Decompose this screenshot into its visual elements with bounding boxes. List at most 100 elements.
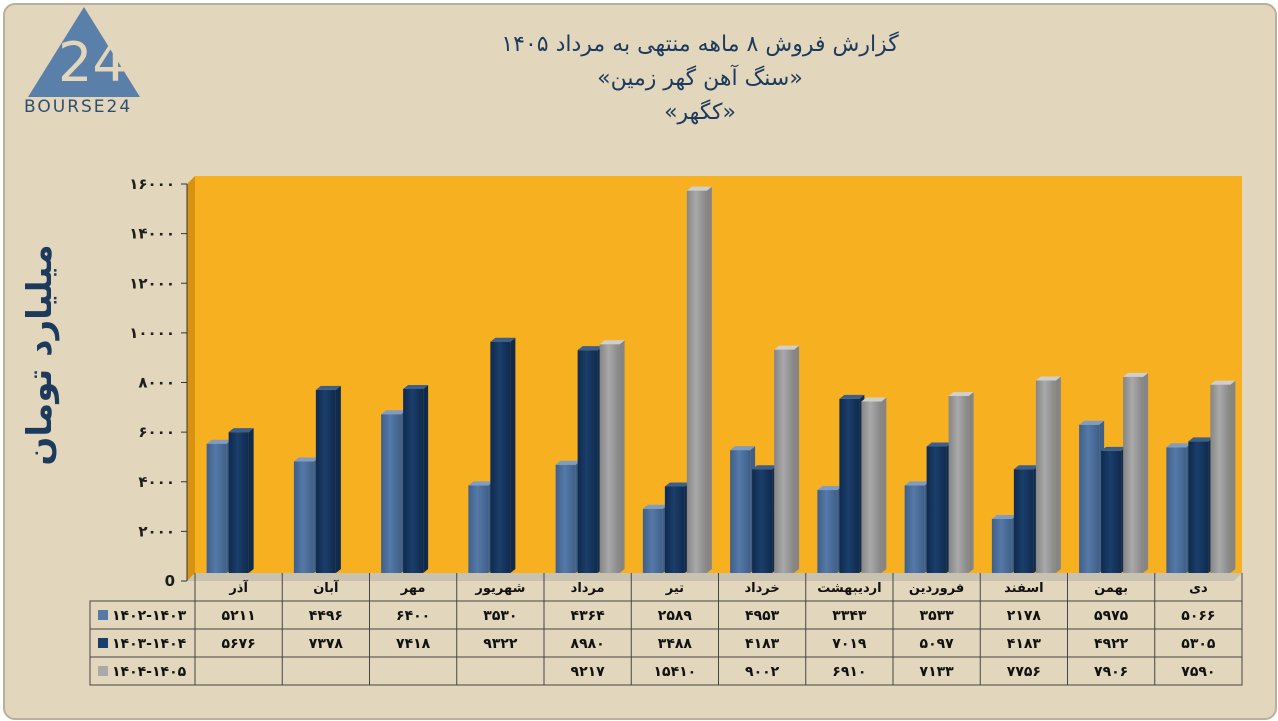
bar-side-3 (1143, 372, 1149, 573)
bar-2 (1101, 450, 1122, 573)
bar-2 (228, 432, 249, 573)
bar-2 (490, 341, 511, 573)
chart-subtitle-symbol: «کگهر» (664, 100, 736, 125)
data-label: ۱۵۴۱۰ (654, 664, 697, 680)
data-label: ۷۵۹۰ (1181, 664, 1215, 680)
y-tick-label: ۱۴۰۰۰ (129, 225, 175, 243)
bar-side-3 (706, 186, 712, 573)
bar-2 (1013, 469, 1034, 573)
data-label: ۴۱۸۳ (745, 636, 780, 652)
data-label: ۴۹۲۲ (1094, 636, 1129, 652)
bar-1 (991, 518, 1012, 573)
bar-1 (817, 490, 838, 573)
bar-3 (1035, 380, 1056, 573)
data-label: ۵۹۷۵ (1094, 608, 1129, 624)
data-label: ۸۹۸۰ (571, 636, 605, 652)
bar-side-3 (881, 397, 887, 573)
bar-1 (381, 414, 402, 573)
bar-top-2 (490, 337, 516, 342)
category-label: بهمن (1094, 581, 1128, 596)
bar-top-2 (1013, 465, 1039, 470)
category-label: مرداد (571, 581, 605, 596)
bar-top-3 (599, 340, 625, 345)
bar-3 (774, 349, 795, 573)
bar-side-3 (794, 345, 800, 573)
legend-key-2 (98, 638, 108, 648)
data-label: ۹۰۰۲ (745, 664, 780, 680)
bar-side-2 (423, 384, 429, 573)
legend-key-1 (98, 610, 108, 620)
bar-1 (730, 450, 751, 573)
data-label: ۵۰۹۷ (920, 636, 955, 652)
bar-top-1 (468, 481, 494, 486)
bar-side-3 (968, 392, 974, 573)
bar-3 (1123, 376, 1144, 573)
data-label: ۹۲۱۷ (571, 664, 606, 680)
plot-back-wall (195, 176, 1242, 573)
bar-top-2 (1188, 437, 1214, 442)
bar-1 (904, 485, 925, 573)
data-label: ۲۵۸۹ (658, 608, 693, 624)
bar-top-1 (206, 439, 232, 444)
bar-top-1 (904, 481, 930, 486)
bar-side-3 (1055, 376, 1061, 573)
data-label: ۳۵۳۳ (920, 608, 955, 624)
data-label: ۵۶۷۶ (222, 636, 256, 652)
bar-2 (403, 388, 424, 573)
category-label: مهر (400, 581, 426, 596)
bar-top-2 (926, 442, 952, 447)
logo-mark: 24 (58, 31, 127, 94)
data-label: ۲۱۷۸ (1007, 608, 1042, 624)
data-label: ۳۵۳۰ (483, 608, 517, 624)
category-label: آبان (313, 579, 339, 596)
bar-2 (315, 389, 336, 573)
category-label: اسفند (1004, 581, 1043, 596)
bar-side-3 (1230, 380, 1236, 573)
y-tick-label: ۱۰۰۰۰ (129, 324, 175, 342)
bar-2 (577, 350, 598, 573)
bar-top-1 (642, 504, 668, 509)
bar-top-1 (730, 446, 756, 451)
bar-2 (1188, 441, 1209, 573)
series-name: ۱۴۰۴-۱۴۰۵ (112, 664, 187, 680)
bar-top-3 (1210, 380, 1236, 385)
bar-side-3 (619, 340, 625, 573)
bar-top-2 (664, 482, 690, 487)
bar-top-1 (555, 460, 581, 465)
data-label: ۹۳۲۲ (483, 636, 518, 652)
series-name: ۱۴۰۲-۱۴۰۳ (112, 608, 187, 624)
data-label: ۴۳۶۴ (571, 608, 606, 624)
category-label: خرداد (744, 581, 779, 596)
data-label: ۷۱۳۳ (920, 664, 955, 680)
bar-side-2 (248, 428, 254, 573)
bar-top-3 (1123, 372, 1149, 377)
legend-key-3 (98, 666, 108, 676)
bar-top-2 (839, 394, 865, 399)
data-label: ۷۹۰۶ (1094, 664, 1128, 680)
data-label: ۴۱۸۳ (1007, 636, 1042, 652)
bar-1 (555, 464, 576, 573)
chart-title-block: گزارش فروش ۸ ماهه منتهی به مرداد ۱۴۰۵ «س… (380, 28, 1020, 130)
plot-side-wall (187, 176, 195, 581)
bar-top-3 (1035, 376, 1061, 381)
data-label: ۳۳۴۳ (832, 608, 867, 624)
data-label: ۳۴۸۸ (658, 636, 693, 652)
data-label: ۶۹۱۰ (832, 664, 866, 680)
bar-top-2 (1101, 446, 1127, 451)
data-label: ۷۴۱۸ (396, 636, 431, 652)
bar-1 (1079, 424, 1100, 573)
bar-1 (468, 485, 489, 573)
bar-top-1 (991, 514, 1017, 519)
bar-2 (926, 446, 947, 573)
y-tick-label: ۶۰۰۰ (138, 423, 175, 441)
bar-top-1 (381, 410, 407, 415)
y-tick-label: ۱۲۰۰۰ (129, 274, 175, 292)
plot-floor (187, 573, 1242, 581)
bar-2 (664, 486, 685, 573)
data-label: ۷۰۱۹ (832, 636, 867, 652)
data-label: ۵۲۱۱ (222, 608, 256, 624)
y-tick-label: ۲۰۰۰ (138, 522, 175, 540)
data-label: ۴۹۵۳ (745, 608, 780, 624)
bar-3 (599, 344, 620, 573)
